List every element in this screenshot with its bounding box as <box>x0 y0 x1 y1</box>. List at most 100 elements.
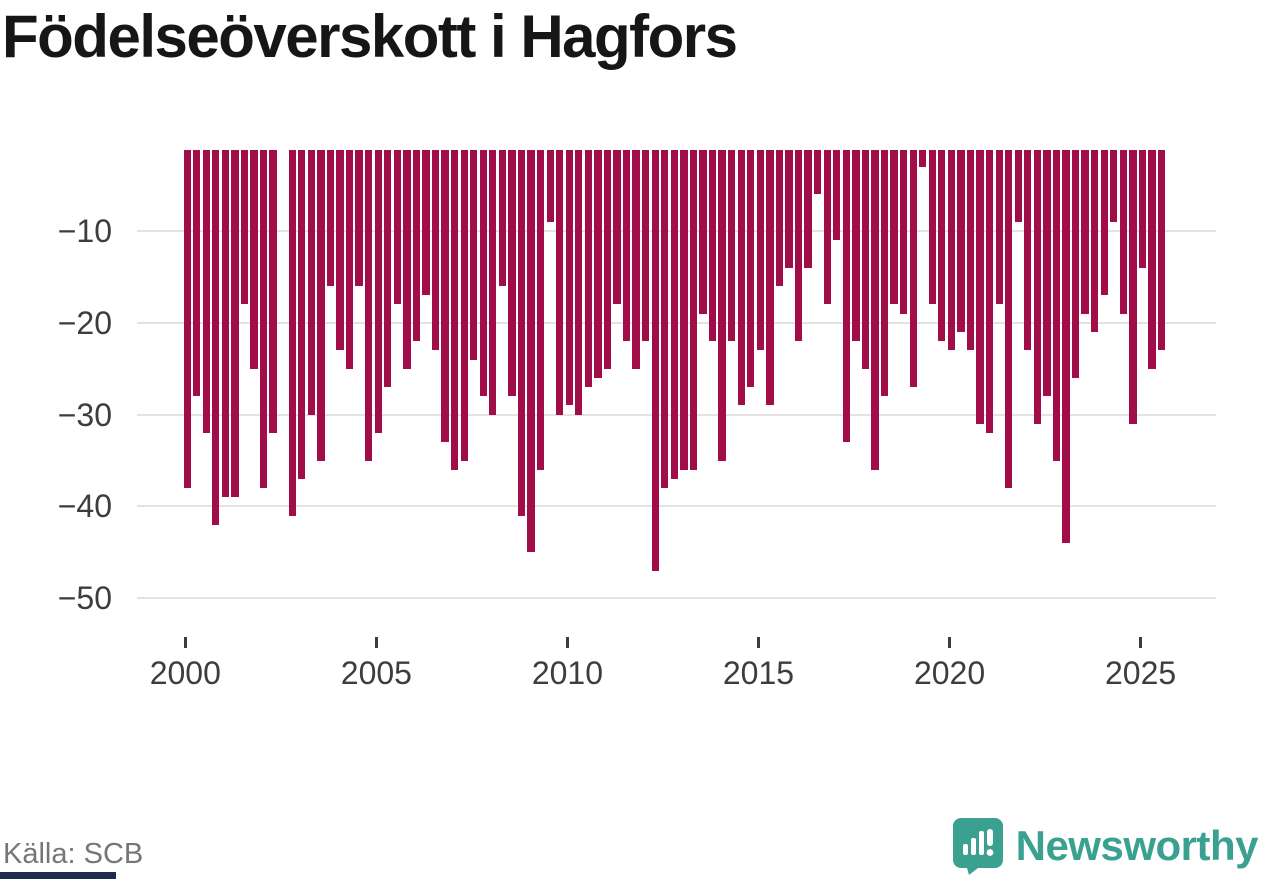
bar-2009-Q4 <box>556 150 564 415</box>
bar-2018-Q4 <box>899 150 908 314</box>
bar-2024-Q3 <box>1119 150 1127 314</box>
bar-2022-Q2 <box>1033 150 1041 424</box>
bar-2012-Q2 <box>651 150 659 571</box>
y-axis-label: −10 <box>57 213 112 249</box>
bar-2003-Q3 <box>317 150 325 461</box>
bar-2025-Q3 <box>1157 150 1166 351</box>
bar-2002-Q4 <box>288 150 296 516</box>
bar-2021-Q4 <box>1014 150 1022 222</box>
x-axis-label-2010: 2010 <box>531 655 603 691</box>
bar-2013-Q2 <box>689 150 698 470</box>
x-axis-label-2000: 2000 <box>149 655 221 691</box>
bar-2013-Q3 <box>699 150 707 314</box>
bar-2019-Q2 <box>919 150 927 167</box>
newsworthy-speech-bubble-bar-chart-icon <box>952 817 1004 875</box>
bar-2011-Q2 <box>613 150 621 305</box>
bar-2007-Q4 <box>479 150 487 397</box>
bar-2020-Q1 <box>947 150 956 351</box>
bar-2017-Q4 <box>861 150 870 369</box>
bar-2015-Q2 <box>766 150 774 406</box>
bar-2018-Q3 <box>890 150 898 305</box>
bar-2011-Q4 <box>632 150 640 369</box>
bar-2025-Q1 <box>1138 150 1147 268</box>
x-axis-label-2025: 2025 <box>1105 655 1177 691</box>
bar-2004-Q3 <box>355 150 363 287</box>
footer-accent-strip <box>0 872 116 879</box>
y-axis-label: −30 <box>57 396 112 433</box>
bar-2001-Q2 <box>231 150 239 498</box>
bar-2007-Q1 <box>450 150 459 470</box>
bar-2016-Q3 <box>813 150 822 195</box>
gridline-y-50 <box>137 597 1216 600</box>
bar-2001-Q1 <box>221 150 229 498</box>
bar-2021-Q1 <box>985 150 994 433</box>
bar-2007-Q2 <box>460 150 468 461</box>
x-axis-tick-2025 <box>1139 637 1143 648</box>
y-axis-label: −20 <box>57 304 112 341</box>
bar-2006-Q2 <box>422 150 430 296</box>
bar-2008-Q1 <box>489 150 497 415</box>
x-axis-tick-2005 <box>374 637 378 648</box>
newsworthy-logo[interactable]: Newsworthy <box>952 816 1259 876</box>
bar-2004-Q1 <box>336 150 344 351</box>
source-label: Källa: SCB <box>3 838 144 870</box>
x-axis-tick-2015 <box>756 637 760 648</box>
bar-2006-Q3 <box>431 150 440 351</box>
x-axis-tick-2000 <box>183 637 187 648</box>
bar-2002-Q2 <box>269 150 277 433</box>
bar-2008-Q2 <box>498 150 507 287</box>
bar-2004-Q4 <box>365 150 373 461</box>
bar-2010-Q1 <box>565 150 573 406</box>
bar-2018-Q2 <box>880 150 889 397</box>
bar-2004-Q2 <box>345 150 354 369</box>
bar-2024-Q4 <box>1129 150 1137 424</box>
bar-2012-Q3 <box>661 150 669 489</box>
bar-2006-Q4 <box>441 150 449 443</box>
bar-2017-Q1 <box>833 150 841 241</box>
bar-2003-Q1 <box>298 150 306 479</box>
bar-2017-Q3 <box>852 150 860 342</box>
bar-2021-Q3 <box>1005 150 1013 489</box>
chart-title: Födelseöverskott i Hagfors <box>2 3 738 70</box>
bar-2009-Q2 <box>536 150 545 470</box>
bar-2013-Q4 <box>708 150 717 342</box>
bar-2022-Q1 <box>1024 150 1032 351</box>
bar-2024-Q1 <box>1100 150 1108 296</box>
bar-2015-Q1 <box>756 150 764 351</box>
bar-2019-Q3 <box>928 150 936 305</box>
bar-2016-Q1 <box>794 150 803 342</box>
y-axis-label: −40 <box>57 488 112 525</box>
x-axis-tick-2020 <box>948 637 952 648</box>
bar-2000-Q3 <box>202 150 210 433</box>
bar-2012-Q4 <box>670 150 678 479</box>
bar-2023-Q3 <box>1081 150 1089 314</box>
x-axis-label-2005: 2005 <box>340 655 412 691</box>
bar-2017-Q2 <box>842 150 850 443</box>
bar-2005-Q1 <box>374 150 382 433</box>
bar-2008-Q4 <box>517 150 526 516</box>
bar-2022-Q3 <box>1043 150 1051 397</box>
bar-2021-Q2 <box>995 150 1003 305</box>
gridline-y-40 <box>137 505 1216 508</box>
bar-2006-Q1 <box>412 150 421 342</box>
bar-2008-Q3 <box>508 150 516 397</box>
bar-2009-Q3 <box>546 150 554 222</box>
bar-2018-Q1 <box>871 150 879 470</box>
bar-2014-Q1 <box>718 150 726 461</box>
bar-2001-Q3 <box>240 150 249 305</box>
bar-2020-Q3 <box>966 150 975 351</box>
bar-2003-Q2 <box>307 150 315 415</box>
bar-2010-Q4 <box>594 150 602 378</box>
bar-2020-Q2 <box>957 150 965 332</box>
bar-2016-Q2 <box>804 150 812 268</box>
bar-2022-Q4 <box>1052 150 1061 461</box>
bar-2023-Q2 <box>1071 150 1080 378</box>
bar-2009-Q1 <box>527 150 535 553</box>
bar-2016-Q4 <box>823 150 831 305</box>
bar-2010-Q2 <box>575 150 583 415</box>
bar-2011-Q3 <box>622 150 631 342</box>
bar-2014-Q3 <box>737 150 745 406</box>
bar-2010-Q3 <box>584 150 593 388</box>
bar-2012-Q1 <box>642 150 650 342</box>
bar-2005-Q4 <box>403 150 411 369</box>
